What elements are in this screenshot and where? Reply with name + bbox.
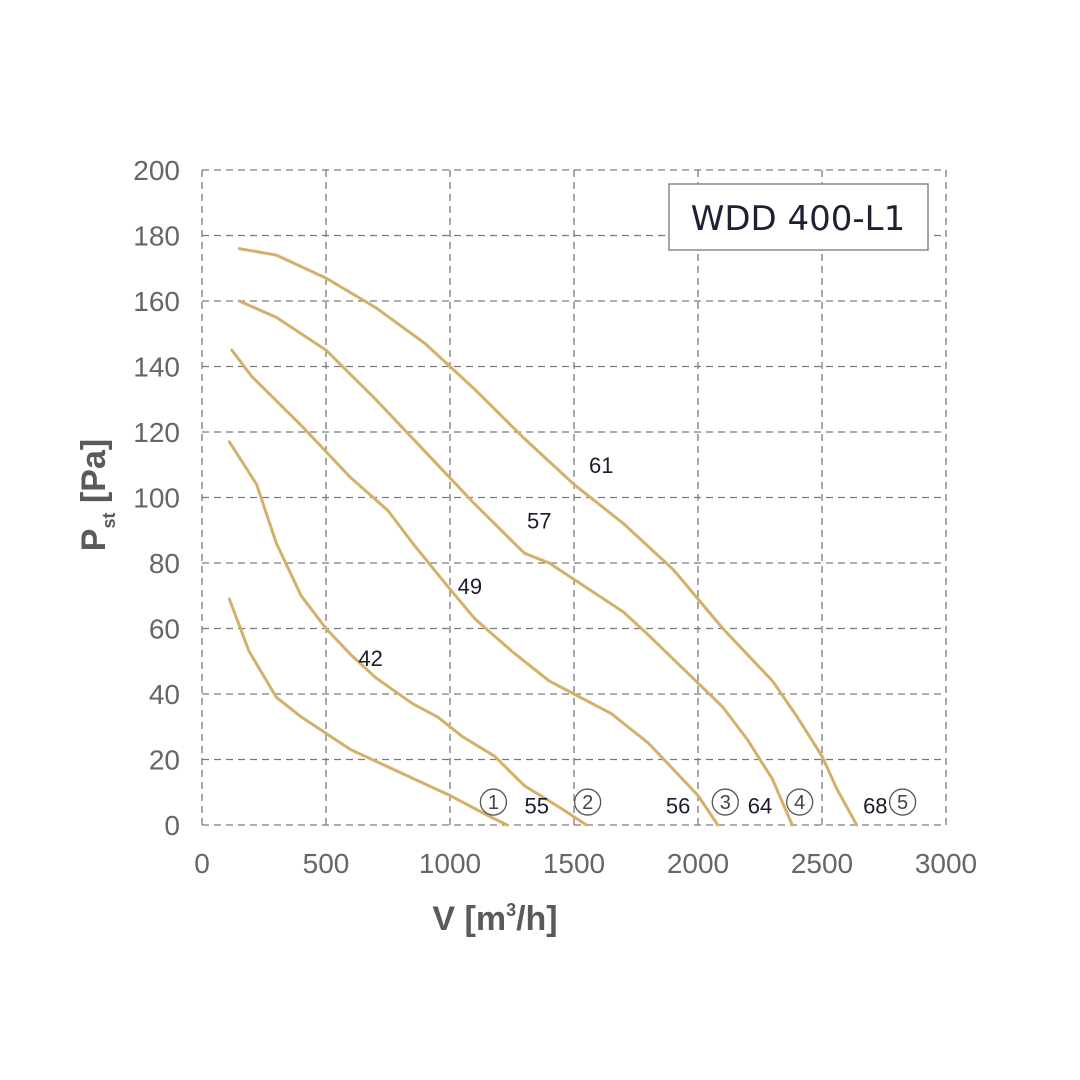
- model-box-frame: [668, 183, 929, 251]
- grid-lines: [201, 169, 947, 826]
- y-tick-label: 180: [133, 221, 180, 252]
- curve-number-badge: 4: [786, 788, 814, 816]
- x-tick-label: 1000: [419, 848, 481, 879]
- bottom-value-label: 55: [525, 793, 549, 818]
- badge-circle: [479, 788, 508, 816]
- badge-number: 4: [794, 792, 805, 814]
- y-tick-label: 80: [149, 548, 180, 579]
- curve-4: [237, 299, 794, 827]
- y-tick-label: 60: [149, 614, 180, 645]
- y-tick-label: 160: [133, 286, 180, 317]
- x-tick-label: 500: [303, 848, 350, 879]
- y-tick-label: 0: [164, 810, 180, 841]
- curve-labels: 42 49 57 61 55 56 64 68 1 2 3 4 5: [358, 453, 917, 818]
- svg-text:Pst [Pa]: Pst [Pa]: [75, 439, 119, 551]
- curve-value-label: 61: [589, 453, 613, 478]
- curve-value-label: 42: [358, 646, 382, 671]
- curve-1: [227, 597, 509, 827]
- curve-2: [227, 440, 588, 827]
- badge-number: 5: [897, 792, 908, 814]
- x-tick-label: 3000: [915, 848, 977, 879]
- x-tick-labels: 0 500 1000 1500 2000 2500 3000: [194, 848, 977, 879]
- model-name: WDD 400-L1: [691, 199, 906, 239]
- curve-number-badge: 3: [711, 788, 739, 816]
- curve-5: [237, 247, 859, 827]
- x-tick-label: 0: [194, 848, 210, 879]
- y-tick-label: 200: [133, 155, 180, 186]
- y-axis-title: Pst [Pa]: [75, 439, 119, 551]
- model-box: WDD 400-L1: [668, 183, 929, 251]
- badge-circle: [786, 788, 814, 816]
- curve-number-badge: 1: [479, 788, 508, 816]
- badge-number: 1: [488, 792, 499, 814]
- bottom-value-label: 64: [748, 793, 772, 818]
- x-tick-label: 2500: [791, 848, 853, 879]
- badge-number: 2: [582, 792, 593, 814]
- curve-number-badge: 2: [573, 788, 602, 816]
- curve-3: [230, 348, 720, 827]
- y-tick-label: 100: [133, 483, 180, 514]
- x-tick-label: 1500: [543, 848, 605, 879]
- badge-number: 3: [720, 792, 731, 814]
- badge-circle: [573, 788, 602, 816]
- y-tick-labels: 0 20 40 60 80 100 120 140 160 180 200: [133, 155, 180, 841]
- y-tick-label: 20: [149, 745, 180, 776]
- badge-circle: [711, 788, 739, 816]
- y-tick-label: 140: [133, 352, 180, 383]
- y-tick-label: 40: [149, 679, 180, 710]
- curve-value-label: 57: [527, 508, 551, 533]
- badge-circle: [888, 788, 917, 816]
- curve-value-label: 49: [458, 574, 482, 599]
- bottom-value-label: 68: [863, 793, 887, 818]
- curve-number-badge: 5: [888, 788, 917, 816]
- x-axis-title: V [m3/h]: [432, 900, 557, 938]
- y-tick-label: 120: [133, 417, 180, 448]
- performance-curves: [227, 247, 859, 827]
- x-tick-label: 2000: [667, 848, 729, 879]
- bottom-value-label: 56: [666, 793, 690, 818]
